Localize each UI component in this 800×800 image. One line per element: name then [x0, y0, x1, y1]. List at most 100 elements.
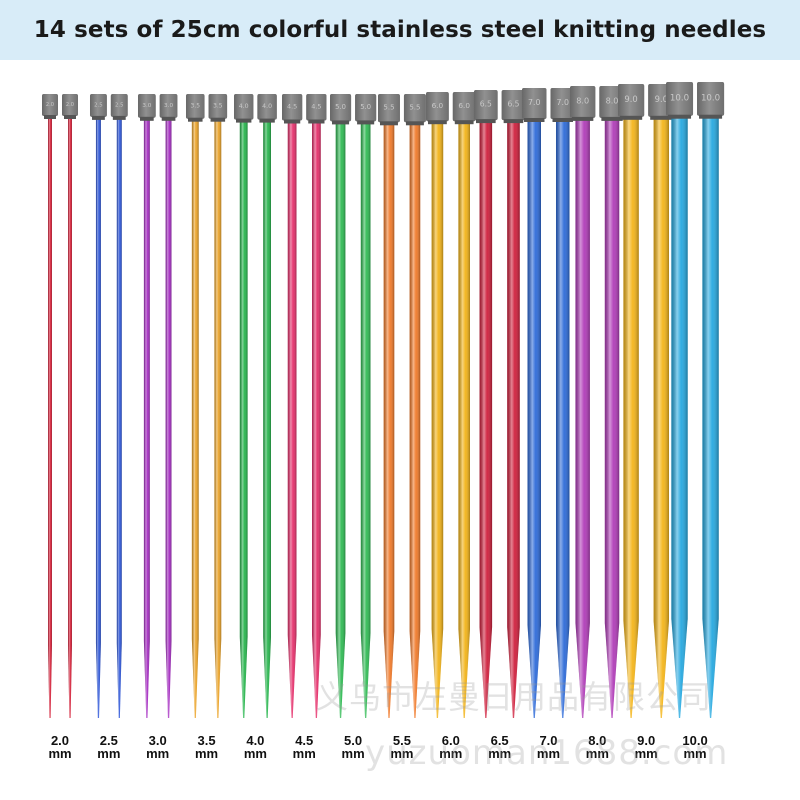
cap-size-text: 5.5: [383, 103, 394, 112]
needle-shine: [527, 119, 541, 718]
cap-size-text: 6.0: [432, 101, 444, 110]
cap-size-text: 2.0: [66, 102, 74, 108]
size-unit: mm: [243, 746, 267, 761]
needle-collar: [308, 119, 325, 124]
needle-shine: [335, 121, 346, 718]
needle-shine: [263, 119, 271, 719]
needle-collar: [44, 115, 56, 119]
needle: 4.5: [281, 94, 303, 718]
needle-shine: [702, 115, 719, 718]
needle-collar: [283, 119, 301, 124]
needle-shine: [507, 120, 520, 719]
needle-collar: [571, 116, 594, 121]
size-unit: mm: [146, 746, 170, 761]
size-unit: mm: [194, 746, 219, 761]
cap-size-text: 4.5: [287, 103, 297, 111]
page-title: 14 sets of 25cm colorful stainless steel…: [33, 17, 767, 43]
needle-collar: [619, 115, 643, 120]
needle-shine: [383, 122, 395, 719]
needle-collar: [91, 115, 105, 120]
needle: 7.0: [521, 88, 547, 718]
needle: 2.0: [62, 94, 78, 718]
cap-size-text: 9.0: [655, 94, 668, 104]
needle: 2.5: [89, 94, 107, 718]
size-value: 6.5: [490, 733, 509, 748]
needle-collar: [427, 120, 447, 125]
needle: 10.0: [697, 82, 725, 718]
needle: 9.0: [648, 84, 675, 719]
size-value: 4.5: [295, 733, 314, 748]
size-label: 4.0 mm: [230, 734, 280, 760]
size-unit: mm: [585, 746, 609, 761]
cap-size-text: 3.5: [213, 103, 223, 110]
needle-collar: [139, 116, 154, 121]
cap-size-text: 3.0: [142, 103, 151, 109]
size-label: 4.5 mm: [279, 734, 329, 760]
needle: 8.0: [599, 86, 625, 718]
cap-size-text: 5.0: [360, 103, 371, 111]
needle-collar: [699, 114, 723, 119]
needle-collar: [64, 115, 76, 119]
needle-shine: [165, 117, 172, 719]
cap-size-text: 7.0: [528, 98, 540, 107]
size-unit: mm: [536, 746, 561, 761]
needle-shine: [431, 121, 444, 718]
needle-collar: [454, 120, 474, 125]
needle-shine: [409, 122, 421, 719]
needle: 2.5: [110, 94, 128, 718]
size-label: 6.0 mm: [426, 734, 476, 760]
cap-size-text: 3.0: [164, 103, 173, 109]
size-value: 5.0: [344, 733, 363, 748]
size-unit: mm: [341, 746, 365, 761]
needle-shine: [287, 120, 297, 718]
needle-shine: [311, 120, 321, 718]
cap-size-text: 6.5: [507, 100, 519, 109]
needle-collar: [601, 116, 623, 121]
needle: 3.5: [208, 94, 228, 718]
needle-shine: [68, 116, 72, 718]
size-unit: mm: [292, 746, 316, 761]
needle: 9.0: [617, 84, 645, 719]
cap-size-text: 6.0: [458, 101, 470, 110]
needle: 5.0: [329, 94, 352, 718]
needle-shine: [360, 121, 371, 718]
needle-collar: [259, 118, 275, 123]
cap-size-text: 2.0: [46, 102, 54, 108]
size-value: 2.0: [50, 733, 70, 748]
title-banner: 14 sets of 25cm colorful stainless steel…: [0, 0, 800, 60]
cap-size-text: 5.0: [335, 103, 346, 111]
needle-collar: [475, 119, 496, 124]
size-label: 5.0 mm: [328, 734, 378, 760]
needle-collar: [357, 120, 375, 125]
needle-collar: [379, 121, 398, 126]
size-label: 2.0 mm: [35, 734, 85, 760]
size-value: 4.0: [246, 733, 265, 748]
size-value: 6.0: [441, 733, 460, 748]
size-label: 3.0 mm: [133, 734, 183, 760]
needle: 10.0: [665, 82, 694, 718]
size-label: 5.5 mm: [377, 734, 427, 760]
needle: 3.0: [159, 94, 178, 719]
size-label: 9.0 mm: [621, 734, 671, 760]
needle-shine: [191, 118, 199, 718]
needle-collar: [210, 117, 226, 122]
needle-collar: [331, 120, 350, 125]
needle-shine: [239, 119, 248, 719]
size-value: 9.0: [637, 733, 656, 748]
size-value: 2.5: [99, 733, 118, 748]
size-value: 3.5: [197, 733, 216, 748]
cap-size-text: 4.0: [239, 103, 249, 110]
size-label: 6.5 mm: [475, 734, 525, 760]
cap-size-text: 9.0: [624, 94, 637, 104]
needle-shine: [671, 115, 688, 718]
needle-shine: [653, 116, 669, 719]
needle: 6.0: [425, 92, 449, 718]
size-value: 5.5: [392, 733, 411, 748]
needle: 3.0: [137, 94, 156, 719]
needle-collar: [187, 117, 203, 122]
needle-shine: [48, 116, 52, 718]
needle-shine: [623, 116, 639, 719]
needle: 4.5: [306, 94, 327, 718]
cap-size-text: 4.0: [262, 103, 272, 110]
